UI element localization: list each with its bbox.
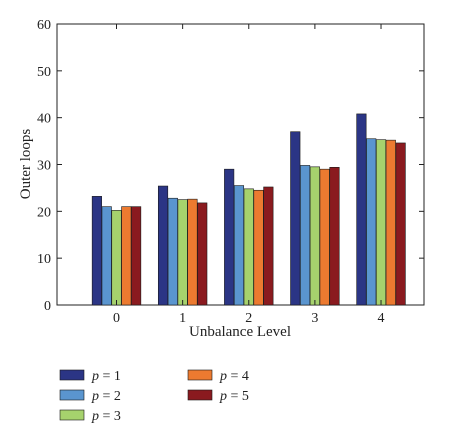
legend-swatch-series-4 [187, 369, 213, 381]
bar-2-series-2 [233, 185, 245, 306]
bar-1-series-4 [187, 198, 198, 306]
bar-4-series-3 [375, 139, 387, 306]
bar-4-series-4 [385, 139, 396, 306]
x-tick-label: 4 [378, 311, 385, 326]
x-tick-label: 2 [245, 311, 252, 326]
x-tick-label: 0 [113, 311, 120, 326]
legend-label-series-1: p = 1 [91, 369, 121, 384]
bar-0-series-1 [91, 196, 102, 306]
y-axis-ticks: 0 10 20 30 40 50 60 [37, 18, 424, 314]
bar-4-series-1 [356, 113, 367, 306]
legend-label-series-5: p = 5 [219, 389, 249, 404]
legend-label-series-2: p = 2 [91, 389, 121, 404]
legend-swatch-series-5 [187, 389, 213, 401]
legend-swatch-series-2 [59, 389, 85, 401]
legend-label-series-3: p = 3 [91, 409, 121, 424]
bar-1-series-2 [167, 197, 178, 306]
bar-3-series-5 [329, 167, 340, 306]
legend-swatch-series-1 [59, 369, 85, 381]
bar-1-series-5 [197, 202, 208, 306]
bar-4-series-2 [366, 138, 377, 306]
bar-0-series-2 [101, 206, 112, 306]
bar-2-series-1 [224, 168, 235, 306]
bar-1-series-3 [177, 199, 188, 306]
y-tick-label: 20 [37, 205, 51, 220]
bar-0-series-4 [121, 206, 132, 306]
bar-3-series-2 [300, 165, 311, 306]
bar-2-series-4 [253, 189, 264, 306]
bar-3-series-1 [290, 131, 301, 306]
x-tick-label: 1 [179, 311, 186, 326]
bar-0-series-5 [131, 206, 142, 306]
x-axis-title: Unbalance Level [189, 324, 291, 340]
x-tick-label: 3 [311, 311, 318, 326]
legend-swatch-series-3 [59, 409, 85, 421]
bar-2-series-5 [263, 186, 274, 306]
legend: p = 1 p = 2 p = 3 p = 4 p = 5 [59, 369, 249, 424]
x-axis-ticks: 0 1 2 3 4 [113, 24, 385, 326]
bar-2-series-3 [243, 188, 254, 306]
bars-group [91, 113, 406, 306]
bar-0-series-3 [111, 210, 122, 306]
legend-label-series-4: p = 4 [219, 369, 249, 384]
y-tick-label: 10 [37, 252, 51, 267]
y-tick-label: 50 [37, 65, 51, 80]
y-axis-title: Outer loops [18, 129, 34, 200]
bar-1-series-1 [157, 185, 169, 306]
y-tick-label: 30 [37, 159, 51, 174]
y-tick-label: 40 [37, 112, 51, 127]
y-tick-label: 60 [37, 18, 51, 33]
bar-3-series-3 [309, 166, 320, 306]
y-tick-label: 0 [44, 299, 51, 314]
bar-3-series-4 [319, 168, 330, 306]
bar-4-series-5 [395, 142, 406, 306]
